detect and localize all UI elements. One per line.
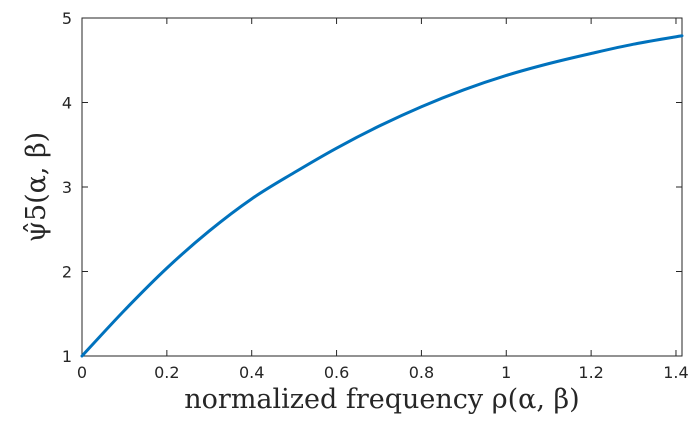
y-tick-label: 3 <box>62 178 72 197</box>
y-tick-label: 5 <box>62 9 72 28</box>
series-line <box>80 34 684 358</box>
x-tick-label: 0.8 <box>409 363 434 382</box>
x-tick-label: 0.6 <box>324 363 349 382</box>
x-tick-label: 0 <box>77 363 87 382</box>
y-axis-label: ψ̂5(α, β) <box>21 132 52 242</box>
axes-box <box>81 17 683 357</box>
y-axis-label-text: ψ̂5(α, β) <box>21 132 52 242</box>
x-axis-label: normalized frequency ρ(α, β) <box>184 384 579 415</box>
y-axis-label-group: ψ̂5(α, β) <box>21 132 52 242</box>
y-tick-label: 4 <box>62 94 72 113</box>
x-tick-label: 1.4 <box>663 363 688 382</box>
x-tick-label: 1 <box>501 363 511 382</box>
plot-area <box>81 17 683 357</box>
y-tick-label: 2 <box>62 263 72 282</box>
x-tick-label: 0.4 <box>239 363 264 382</box>
x-tick-label: 0.2 <box>154 363 179 382</box>
ticks <box>81 17 682 357</box>
x-axis-label-text: normalized frequency ρ(α, β) <box>184 384 579 415</box>
x-tick-label: 1.2 <box>578 363 603 382</box>
tick-labels: 0 0.2 0.4 0.6 0.8 1 1.2 1.4 1 2 3 4 5 <box>62 9 689 382</box>
y-tick-label: 1 <box>62 347 72 366</box>
series-group <box>80 34 684 358</box>
